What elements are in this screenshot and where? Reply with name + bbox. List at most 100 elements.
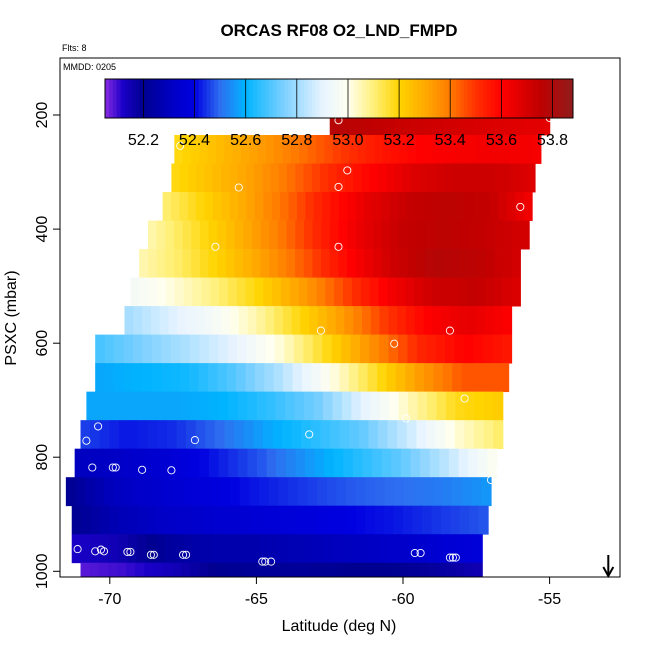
heatmap-cell [296, 192, 306, 221]
colorbar: 52.2 52.4 52.6 52.8 53.0 53.2 53.4 53.6 53.8 [104, 78, 574, 149]
heatmap-cell [303, 334, 314, 364]
arrow-head [602, 566, 615, 579]
heatmap-cell [398, 534, 409, 564]
heatmap-cell [464, 192, 474, 221]
heatmap-cell [472, 534, 483, 564]
heatmap-cell [124, 306, 134, 336]
heatmap-cell [399, 220, 409, 250]
heatmap-cell [354, 109, 361, 136]
heatmap-cell [161, 334, 172, 364]
heatmap-cell [381, 448, 392, 478]
heatmap-cell [351, 391, 362, 421]
heatmap-cell [320, 420, 331, 450]
heatmap-cell [458, 277, 468, 307]
heatmap-cell [353, 163, 363, 193]
data-point [390, 339, 399, 348]
heatmap-cell [303, 220, 314, 250]
heatmap-cell [479, 109, 486, 136]
heatmap-cell [451, 249, 461, 278]
y-tick-label: 600 [34, 330, 51, 357]
heatmap-cell [253, 420, 264, 450]
heatmap-cell [308, 505, 319, 535]
heatmap-cell [389, 391, 400, 421]
heatmap-cell [150, 306, 161, 336]
colorbar-swatch [140, 79, 145, 118]
heatmap-cell [71, 505, 82, 535]
heatmap-cell [295, 249, 305, 278]
heatmap-cell [473, 192, 483, 221]
heatmap-cell [382, 134, 392, 164]
colorbar-swatch [424, 79, 430, 118]
heatmap-cell [380, 192, 390, 221]
heatmap-cell [509, 109, 516, 136]
heatmap-cell [223, 505, 234, 535]
heatmap-cell [289, 277, 300, 307]
heatmap-cell [147, 420, 158, 450]
y-axis-label: PSXC (mbar) [3, 270, 20, 365]
colorbar-swatch [463, 79, 469, 118]
heatmap-cell [436, 391, 447, 421]
heatmap-cell [176, 420, 187, 450]
heatmap-cell [199, 562, 209, 577]
heatmap-cell [174, 277, 185, 307]
heatmap-cell [94, 477, 106, 507]
heatmap-cell [459, 505, 470, 535]
heatmap-cell [416, 420, 427, 450]
heatmap-cell [483, 420, 494, 450]
heatmap-cell [464, 391, 475, 421]
heatmap-cell [225, 249, 236, 278]
heatmap-cell [135, 562, 146, 577]
heatmap-cell [346, 505, 357, 535]
heatmap-cell [360, 277, 371, 307]
heatmap-cell [477, 249, 487, 278]
colorbar-swatch [319, 79, 324, 118]
colorbar-tick-label: 52.6 [230, 132, 261, 149]
data-point [176, 141, 185, 150]
heatmap-cell [483, 391, 494, 421]
heatmap-cell [358, 420, 369, 450]
heatmap-cell [210, 477, 222, 507]
heatmap-cell [220, 534, 231, 564]
data-point [73, 545, 82, 554]
x-axis: -70 -65 -60 -55 [98, 576, 561, 608]
heatmap-cell [336, 477, 347, 507]
heatmap-cell [503, 220, 513, 250]
heatmap-cell [117, 562, 127, 577]
heatmap-cell [299, 134, 309, 164]
heatmap-cells [65, 109, 551, 577]
colorbar-swatch [315, 79, 320, 118]
heatmap-cell [99, 420, 110, 450]
heatmap-cell [532, 134, 542, 164]
heatmap-cell [327, 505, 338, 535]
heatmap-cell [100, 505, 111, 535]
heatmap-cell [162, 477, 173, 507]
heatmap-cell [270, 163, 280, 193]
date-note: MMDD: 0205 [63, 62, 116, 72]
heatmap-cell [434, 109, 441, 136]
colorbar-swatch [241, 79, 246, 118]
heatmap-cell [118, 534, 129, 564]
colorbar-swatch [491, 79, 496, 118]
heatmap-cell [389, 192, 399, 221]
heatmap-cell [304, 534, 315, 564]
heatmap-cell [232, 134, 242, 164]
data-point [451, 553, 460, 562]
heatmap-cell [189, 448, 200, 478]
heatmap-cell [318, 306, 328, 336]
heatmap-cell [489, 363, 500, 393]
heatmap-cell [452, 163, 462, 193]
colorbar-swatch [420, 79, 426, 118]
heatmap-cell [239, 534, 250, 564]
heatmap-cell [405, 363, 416, 393]
heatmap-cell [243, 220, 253, 250]
heatmap-cell [485, 220, 496, 250]
data-point [167, 466, 176, 475]
heatmap-cell [315, 134, 325, 164]
heatmap-cell [262, 163, 272, 193]
heatmap-cell [338, 192, 348, 221]
heatmap-cell [429, 109, 436, 136]
heatmap-cell [80, 562, 91, 577]
heatmap-cell [208, 334, 219, 364]
heatmap-cell [344, 306, 354, 336]
